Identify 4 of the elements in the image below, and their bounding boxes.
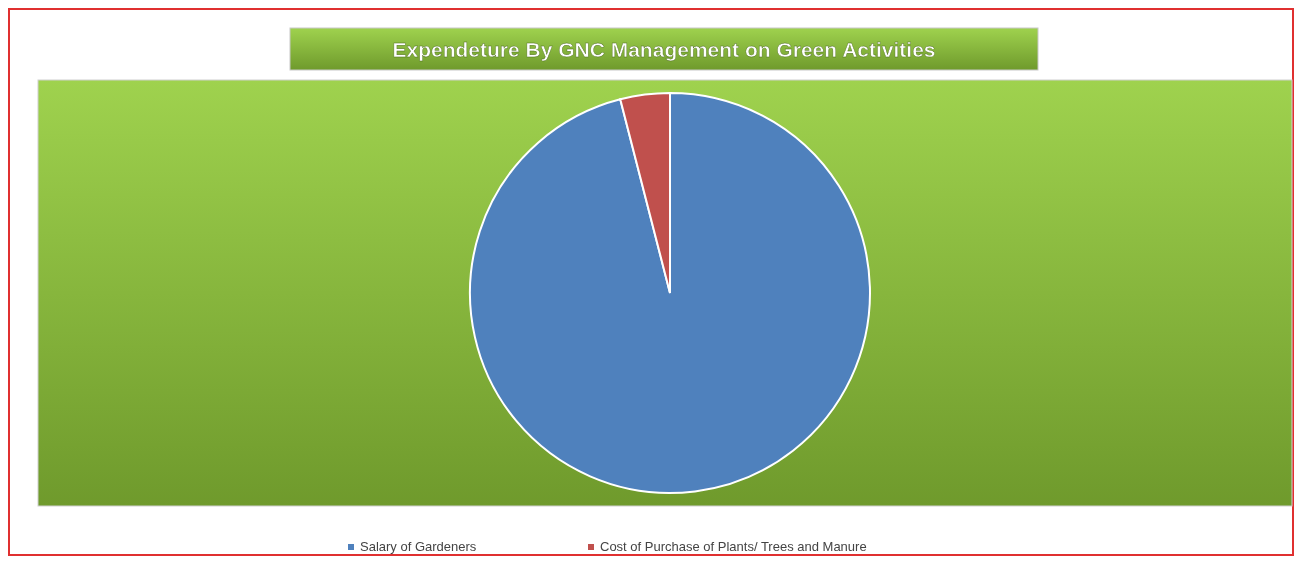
pie-slice <box>469 92 871 494</box>
legend-label: Salary of Gardeners <box>360 539 477 554</box>
chart-title: Expendeture By GNC Management on Green Activities <box>392 38 936 61</box>
legend-label: Cost of Purchase of Plants/ Trees and Manure <box>600 539 867 554</box>
